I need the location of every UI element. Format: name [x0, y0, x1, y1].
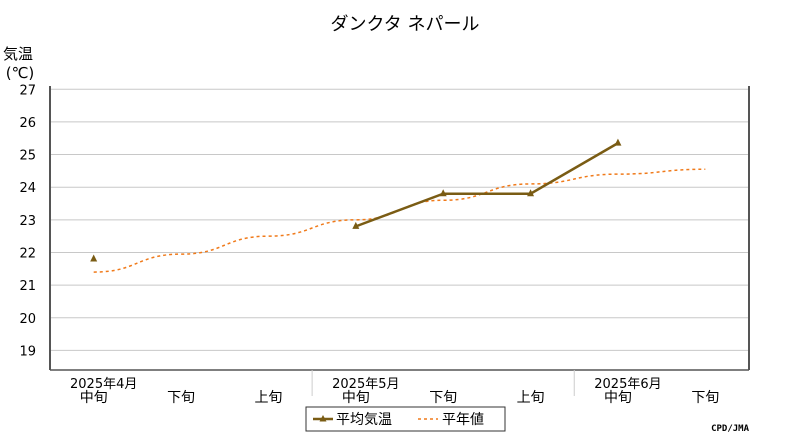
x-tick-label-0: 中旬: [80, 390, 108, 406]
y-ticks: 19 20 21 22 23 24 25 26 27: [19, 83, 36, 359]
y-tick-label-26: 26: [19, 116, 36, 131]
y-tick-label-24: 24: [19, 181, 36, 196]
x-tick-label-4: 下旬: [429, 390, 457, 406]
series-layer: [90, 138, 706, 273]
series-mean-line-segment-1: [355, 142, 619, 228]
month-label-0: 2025年4月: [70, 377, 137, 392]
month-label-1: 2025年5月: [332, 377, 399, 392]
series-mean-point-0: [90, 254, 98, 262]
x-tick-label-1: 下旬: [167, 390, 195, 406]
legend-label-normal: 平年値: [442, 412, 484, 428]
y-tick-label-21: 21: [19, 279, 36, 294]
x-ticks: 中旬 下旬 上旬 中旬 下旬 上旬 中旬 下旬 2025年4月 2025年5月 2025年6月: [70, 370, 719, 406]
series-mean-point-3: [352, 221, 360, 229]
x-tick-label-5: 上旬: [517, 390, 545, 406]
y-tick-label-23: 23: [19, 214, 36, 229]
y-tick-label-22: 22: [19, 246, 36, 261]
x-tick-label-3: 中旬: [342, 390, 370, 406]
series-mean-point-5: [527, 189, 535, 197]
legend-marker-mean: [319, 415, 327, 422]
y-axis-unit: (℃): [6, 64, 35, 82]
series-normal-line: [93, 168, 706, 273]
y-tick-label-20: 20: [19, 312, 36, 327]
x-tick-label-2: 上旬: [254, 390, 282, 406]
chart-title: ダンクタ ネパール: [330, 14, 479, 35]
y-axis-label: 気温: [3, 45, 33, 63]
plot-frame: [49, 86, 750, 371]
y-tick-label-25: 25: [19, 149, 36, 164]
legend-label-mean: 平均気温: [336, 412, 392, 428]
credit-text: CPD/JMA: [711, 424, 750, 434]
legend: 平均気温 平年値: [305, 406, 506, 432]
x-tick-label-7: 下旬: [691, 390, 719, 406]
month-label-2: 2025年6月: [594, 377, 661, 392]
legend-box: [305, 406, 506, 432]
y-tick-label-27: 27: [19, 83, 36, 98]
y-tick-label-19: 19: [19, 344, 36, 359]
series-mean-point-4: [439, 189, 447, 197]
series-mean-point-6: [614, 138, 622, 146]
x-tick-label-6: 中旬: [604, 390, 632, 406]
grid: [50, 88, 749, 351]
